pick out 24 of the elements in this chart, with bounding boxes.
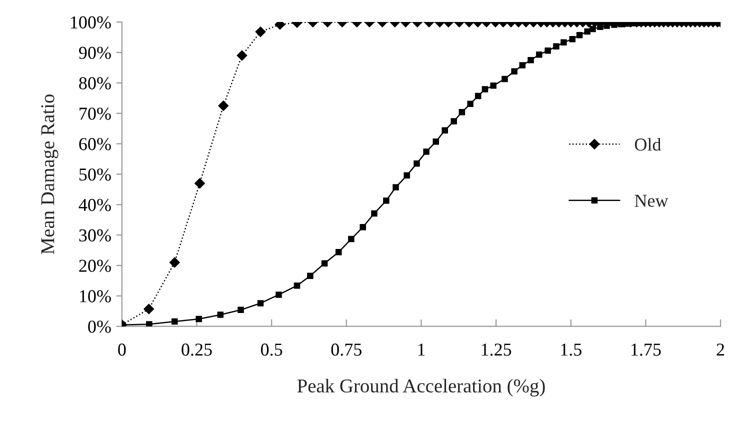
x-tick-label: 0.75 <box>331 344 362 356</box>
y-tick-label: 50% <box>79 168 111 181</box>
y-tick-label: 90% <box>79 46 111 59</box>
y-tick-label: 30% <box>79 229 111 242</box>
x-tick-label: 2 <box>716 344 724 356</box>
x-tick-label: 0 <box>118 344 126 356</box>
y-tick-label: 80% <box>79 77 111 90</box>
x-axis-title: Peak Ground Acceleration (%g) <box>297 378 545 397</box>
x-tick-label: 0.25 <box>182 344 212 356</box>
y-tick-label: 100% <box>70 16 111 29</box>
y-tick-label: 10% <box>80 290 111 302</box>
x-tick-label: 1.25 <box>482 344 512 356</box>
x-tick-label: 1 <box>418 344 425 356</box>
legend-label: Old <box>634 138 662 151</box>
y-tick-label: 20% <box>79 260 111 272</box>
y-tick-label: 60% <box>79 138 111 150</box>
y-tick-label: 70% <box>80 108 111 120</box>
y-tick-label: 0% <box>88 320 111 333</box>
x-tick-label: 0.5 <box>260 344 282 356</box>
x-tick-label: 1.75 <box>631 344 661 356</box>
legend-label: New <box>634 194 668 207</box>
y-axis-title: Mean Damage Ratio <box>41 94 58 254</box>
x-tick-label: 1.5 <box>561 344 582 356</box>
y-tick-label: 40% <box>78 198 111 212</box>
